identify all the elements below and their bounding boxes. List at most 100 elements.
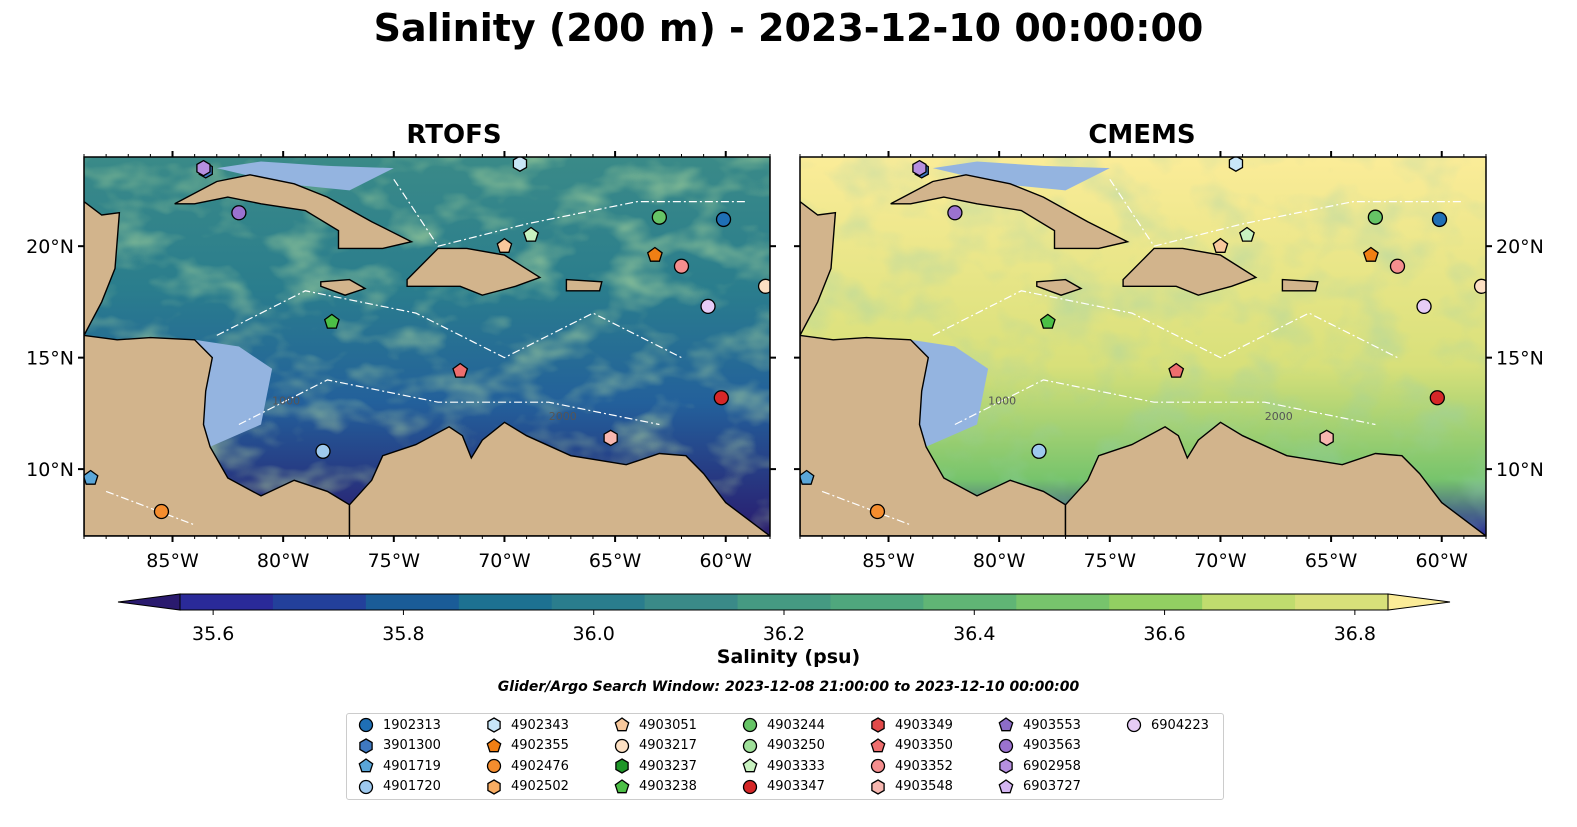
legend-item: 4901719	[357, 756, 441, 776]
legend-item: 4903350	[869, 736, 953, 756]
colorbar-tick-label: 36.2	[763, 623, 805, 645]
colorbar-tick-label: 35.6	[192, 623, 234, 645]
legend-marker-4903217	[614, 738, 630, 753]
legend-item: 4903352	[869, 756, 953, 776]
float-marker-4903217	[757, 278, 770, 294]
legend-item: 4902343	[485, 715, 569, 735]
legend-label: 4903548	[895, 779, 953, 794]
legend-item: 6903727	[997, 777, 1081, 797]
legend-label: 4903352	[895, 758, 953, 774]
legend-label: 4901719	[383, 758, 441, 774]
float-marker-4903350	[452, 362, 469, 378]
legend-marker-4903548	[871, 778, 885, 795]
float-marker-4903352	[1389, 258, 1406, 274]
legend-marker-4902355	[486, 737, 502, 752]
x-tick-label: 80°W	[973, 550, 1026, 572]
panel-title-cmems: CMEMS	[1088, 120, 1196, 150]
contour-label: 2000	[549, 410, 577, 423]
land-mass	[406, 247, 542, 296]
legend-item: 4902502	[485, 777, 569, 797]
legend-marker-4903237	[615, 758, 629, 774]
colorbar-label: Salinity (psu)	[716, 646, 861, 668]
legend-marker-icon	[614, 778, 630, 793]
land-mass	[1281, 278, 1319, 292]
legend-item: 4903238	[613, 777, 697, 797]
colorbar-segment	[1016, 594, 1110, 610]
legend-label: 4902355	[511, 738, 569, 753]
legend-marker-icon	[358, 779, 374, 794]
legend-item: 4903244	[741, 715, 825, 735]
shelf-area	[932, 161, 1110, 191]
legend-marker-icon	[358, 717, 374, 733]
float-marker-4903548	[603, 429, 618, 447]
legend-item: 4903548	[869, 777, 953, 797]
legend-label: 4901720	[383, 779, 441, 794]
legend-item: 3901300	[357, 736, 441, 756]
land-mass	[174, 174, 414, 250]
x-tick-label: 60°W	[1416, 550, 1469, 572]
legend-marker-icon	[358, 758, 374, 773]
map-panels: 1000 2000 1000 2000 85°W 80°W 75°W 70°W 65°W 60…	[26, 151, 1544, 572]
legend-label: 6904223	[1151, 717, 1209, 733]
colorbar-segment	[1109, 594, 1203, 610]
colorbar-tick-label: 36.4	[953, 623, 995, 645]
legend-marker-icon	[614, 717, 630, 732]
panel-title-rtofs: RTOFS	[406, 120, 502, 150]
y-tick-label: 10°N	[1496, 459, 1544, 481]
legend-item: 4903553	[997, 715, 1081, 735]
x-tick-label: 85°W	[146, 550, 199, 572]
float-marker-4903051	[1212, 237, 1229, 253]
colorbar-tick-label: 36.8	[1334, 623, 1376, 645]
float-marker-4903563	[947, 205, 963, 221]
legend-item: 4902355	[485, 736, 569, 756]
colorbar-segment	[737, 594, 831, 610]
legend-item: 4903333	[741, 756, 825, 776]
colorbar-tick-label: 36.6	[1143, 623, 1185, 645]
float-marker-4903347	[713, 390, 729, 406]
legend-marker-4901720	[358, 779, 374, 794]
x-tick-label: 75°W	[368, 550, 421, 572]
float-marker-6904223	[700, 298, 716, 315]
float-marker-4902476	[153, 503, 170, 520]
legend-marker-icon	[998, 778, 1014, 793]
legend-marker-4902476	[486, 758, 502, 774]
legend-marker-3901300	[359, 737, 373, 754]
float-marker-4903238	[323, 313, 340, 329]
legend-label: 4903349	[895, 717, 953, 733]
float-marker-4901720	[315, 443, 331, 459]
legend-marker-4903349	[871, 717, 885, 733]
legend-item: 4903237	[613, 756, 697, 776]
float-marker-4901720	[1031, 443, 1047, 459]
legend-marker-icon	[615, 758, 629, 774]
land-mass	[84, 200, 121, 336]
float-marker-4902476	[869, 503, 886, 520]
float-marker-4903051	[496, 237, 513, 253]
legend-marker-4903051	[614, 717, 630, 732]
colorbar-segment	[923, 594, 1017, 610]
float-marker-4903244	[651, 209, 668, 225]
legend-marker-4902502	[487, 778, 501, 795]
float-marker-4903217	[1473, 278, 1486, 294]
colorbar-segment	[180, 594, 274, 610]
float-marker-4903350	[1168, 362, 1185, 378]
legend-item: 1902313	[357, 715, 441, 735]
colorbar-segment	[1295, 594, 1389, 610]
colorbar-segment	[830, 594, 924, 610]
boundary-line	[932, 290, 1398, 359]
land-mass	[1122, 247, 1258, 296]
legend-marker-icon	[998, 717, 1014, 732]
colorbar-extend-low	[117, 593, 181, 611]
float-marker-6902958	[196, 159, 211, 177]
figure-title: Salinity (200 m) - 2023-12-10 00:00:00	[373, 6, 1204, 50]
float-marker-4902355	[646, 246, 663, 262]
colorbar-tick-label: 35.8	[382, 623, 424, 645]
legend-label: 4903217	[639, 738, 697, 753]
contour-label: 1000	[988, 394, 1016, 407]
search-window-note: Glider/Argo Search Window: 2023-12-08 21…	[497, 679, 1080, 695]
legend-item: 4901720	[357, 777, 441, 797]
legend-label: 4903333	[767, 758, 825, 774]
colorbar-segment	[365, 594, 460, 610]
legend-marker-4903553	[998, 717, 1014, 732]
colorbar-segment	[458, 594, 553, 610]
colorbar-segment	[644, 594, 739, 610]
